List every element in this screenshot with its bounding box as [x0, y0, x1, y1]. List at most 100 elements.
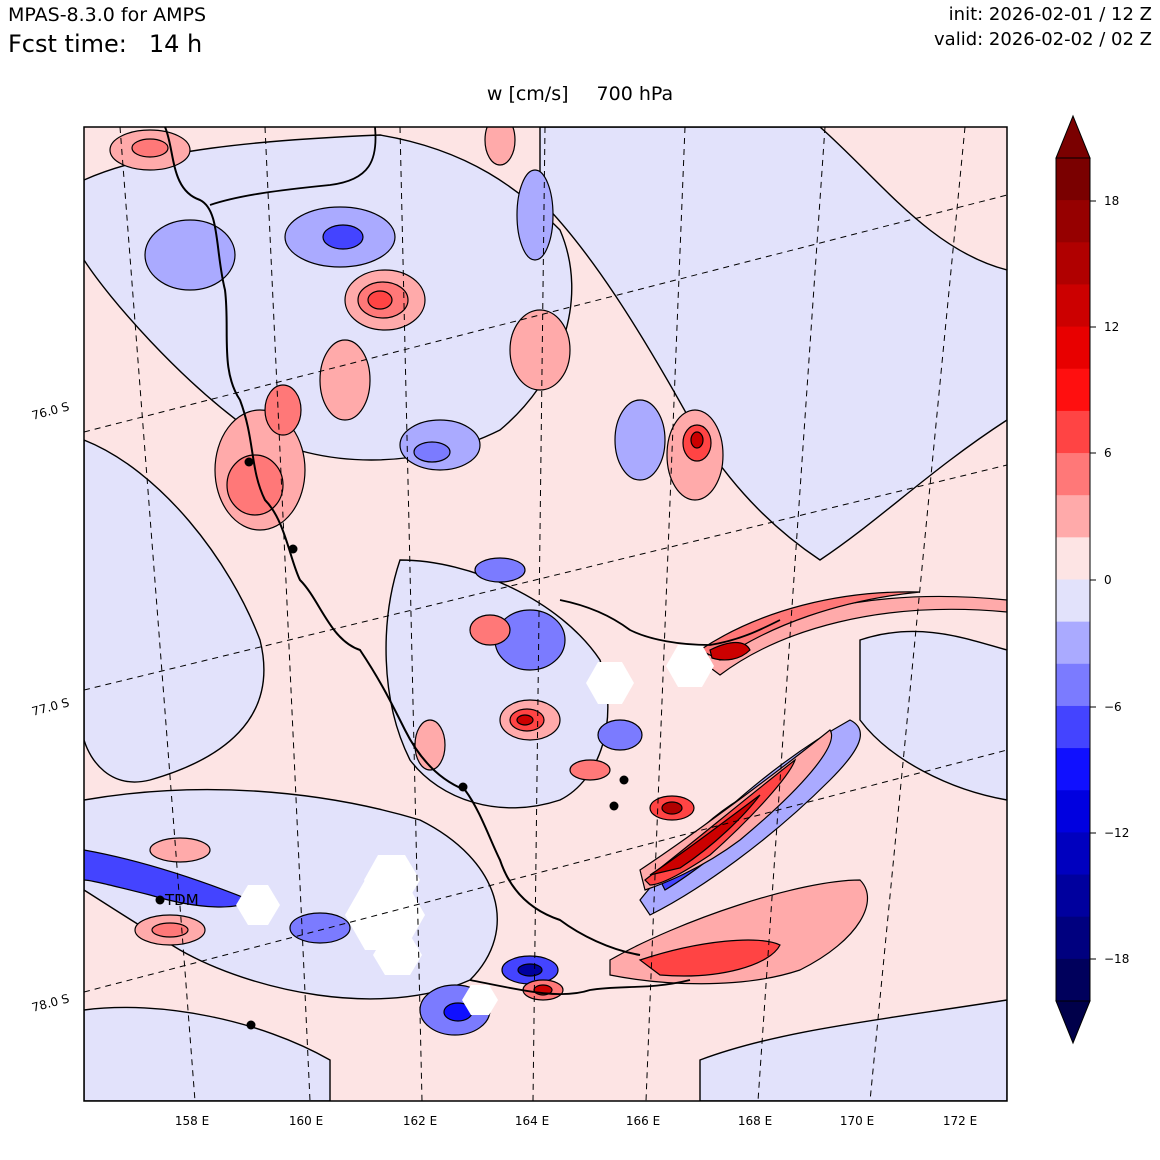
pos-blob	[367, 290, 393, 310]
pos-blob	[264, 384, 302, 436]
pos-blob	[226, 454, 284, 516]
neg-blob	[597, 719, 643, 751]
colorbar-segment	[1056, 579, 1090, 623]
lon-label: 166 E	[626, 1114, 660, 1128]
colorbar-segment	[1056, 748, 1090, 791]
colorbar-tick-label: 6	[1104, 446, 1112, 460]
colorbar-segment	[1056, 832, 1090, 876]
neg-blob	[614, 399, 666, 481]
colorbar-tick-label: −18	[1104, 952, 1129, 966]
lon-label: 160 E	[289, 1114, 323, 1128]
colorbar-segment	[1056, 790, 1090, 833]
coastline-south	[469, 979, 691, 995]
colorbar-extend-max	[1055, 114, 1091, 159]
pos-blob	[414, 719, 446, 771]
lon-label: 170 E	[840, 1114, 874, 1128]
pos-blob	[690, 431, 704, 449]
lon-label: 164 E	[515, 1114, 549, 1128]
missing-data-patch	[666, 645, 714, 687]
lat-labels: 76.0 S 77.0 S 78.0 S	[30, 399, 70, 1014]
map-field: TDM	[84, 127, 1007, 1101]
colorbar-segment	[1056, 621, 1090, 665]
pos-region-southeast-core	[638, 939, 781, 977]
graticule	[84, 127, 1007, 1101]
neg-band-west	[84, 849, 252, 908]
station-marker	[246, 1020, 256, 1030]
neg-blob	[517, 963, 543, 977]
missing-data-patch	[345, 880, 425, 950]
colorbar-segment	[1056, 453, 1090, 496]
colorbar-segment	[1056, 663, 1090, 707]
colorbar-segment	[1056, 958, 1090, 1002]
pos-blob	[319, 339, 371, 421]
station-marker	[244, 457, 254, 467]
colorbar-segment	[1056, 874, 1090, 918]
lon-label: 162 E	[403, 1114, 437, 1128]
lat-label-77s: 77.0 S	[30, 695, 70, 718]
lon-label: 158 E	[175, 1114, 209, 1128]
pos-blob	[469, 614, 511, 646]
map-frame	[83, 126, 1008, 1102]
coastline-ross-island	[559, 599, 781, 646]
colorbar-segment	[1056, 158, 1090, 201]
colorbar-tick-label: −6	[1104, 700, 1122, 714]
colorbar-segment	[1056, 537, 1090, 580]
colorbar-segment	[1056, 368, 1090, 412]
neg-blob	[144, 219, 236, 291]
station-marker	[458, 782, 468, 792]
forecast-time: Fcst time: 14 h	[8, 30, 202, 58]
colorbar-segment	[1056, 200, 1090, 243]
neg-blob	[516, 169, 554, 261]
colorbar-segment	[1056, 326, 1090, 370]
colorbar-segment	[1056, 705, 1090, 749]
station-marker	[288, 544, 298, 554]
colorbar: 18 12 6 0 −6 −12 −18	[1055, 114, 1129, 1045]
pos-blob	[516, 714, 534, 726]
lon-labels: 158 E 160 E 162 E 164 E 166 E 168 E 170 …	[175, 1114, 977, 1128]
colorbar-tick-label: 12	[1104, 320, 1119, 334]
colorbar-ticks: 18 12 6 0 −6 −12 −18	[1090, 194, 1129, 966]
pos-blob	[484, 127, 516, 166]
pos-blob	[509, 309, 571, 391]
field-variable: w [cm/s]	[486, 83, 569, 105]
station-marker	[609, 801, 619, 811]
forecast-time-label: Fcst time:	[8, 30, 127, 58]
pos-band-east-peak	[709, 641, 751, 661]
neg-blob	[289, 912, 351, 944]
colorbar-segment	[1056, 916, 1090, 960]
missing-data-patch	[586, 662, 634, 704]
missing-data-patch	[462, 985, 498, 1015]
pos-blob	[131, 138, 169, 158]
init-time: init: 2026-02-01 / 12 Z	[948, 4, 1152, 25]
model-name: MPAS-8.3.0 for AMPS	[8, 4, 207, 26]
field-title: w [cm/s] 700 hPa	[0, 83, 1160, 105]
neg-region-south	[84, 1006, 331, 1101]
colorbar-segment	[1056, 284, 1090, 328]
forecast-time-value: 14 h	[148, 30, 203, 58]
colorbar-segments	[1056, 158, 1090, 1002]
colorbar-tick-label: −12	[1104, 826, 1129, 840]
missing-data-patch	[236, 885, 280, 925]
neg-blob	[322, 224, 364, 250]
pos-band-core	[649, 794, 761, 876]
neg-blob	[474, 557, 526, 583]
pos-blob	[151, 922, 189, 938]
station-label-tdm: TDM	[164, 891, 199, 909]
colorbar-extend-min	[1055, 1000, 1091, 1045]
station-marker	[619, 775, 629, 785]
field-level: 700 hPa	[596, 83, 674, 105]
lat-label-78s: 78.0 S	[30, 991, 70, 1014]
coastline-west	[164, 127, 641, 956]
neg-region-west	[84, 439, 265, 783]
neg-region-northeast	[539, 127, 1007, 561]
lon-label: 168 E	[738, 1114, 772, 1128]
pos-blob	[569, 759, 611, 781]
lat-label-76s: 76.0 S	[30, 399, 70, 422]
coastline-north	[209, 127, 377, 206]
station-marker	[155, 895, 165, 905]
colorbar-segment	[1056, 410, 1090, 454]
pos-blob	[149, 837, 211, 863]
neg-blob	[413, 441, 451, 463]
valid-time: valid: 2026-02-02 / 02 Z	[934, 29, 1152, 50]
